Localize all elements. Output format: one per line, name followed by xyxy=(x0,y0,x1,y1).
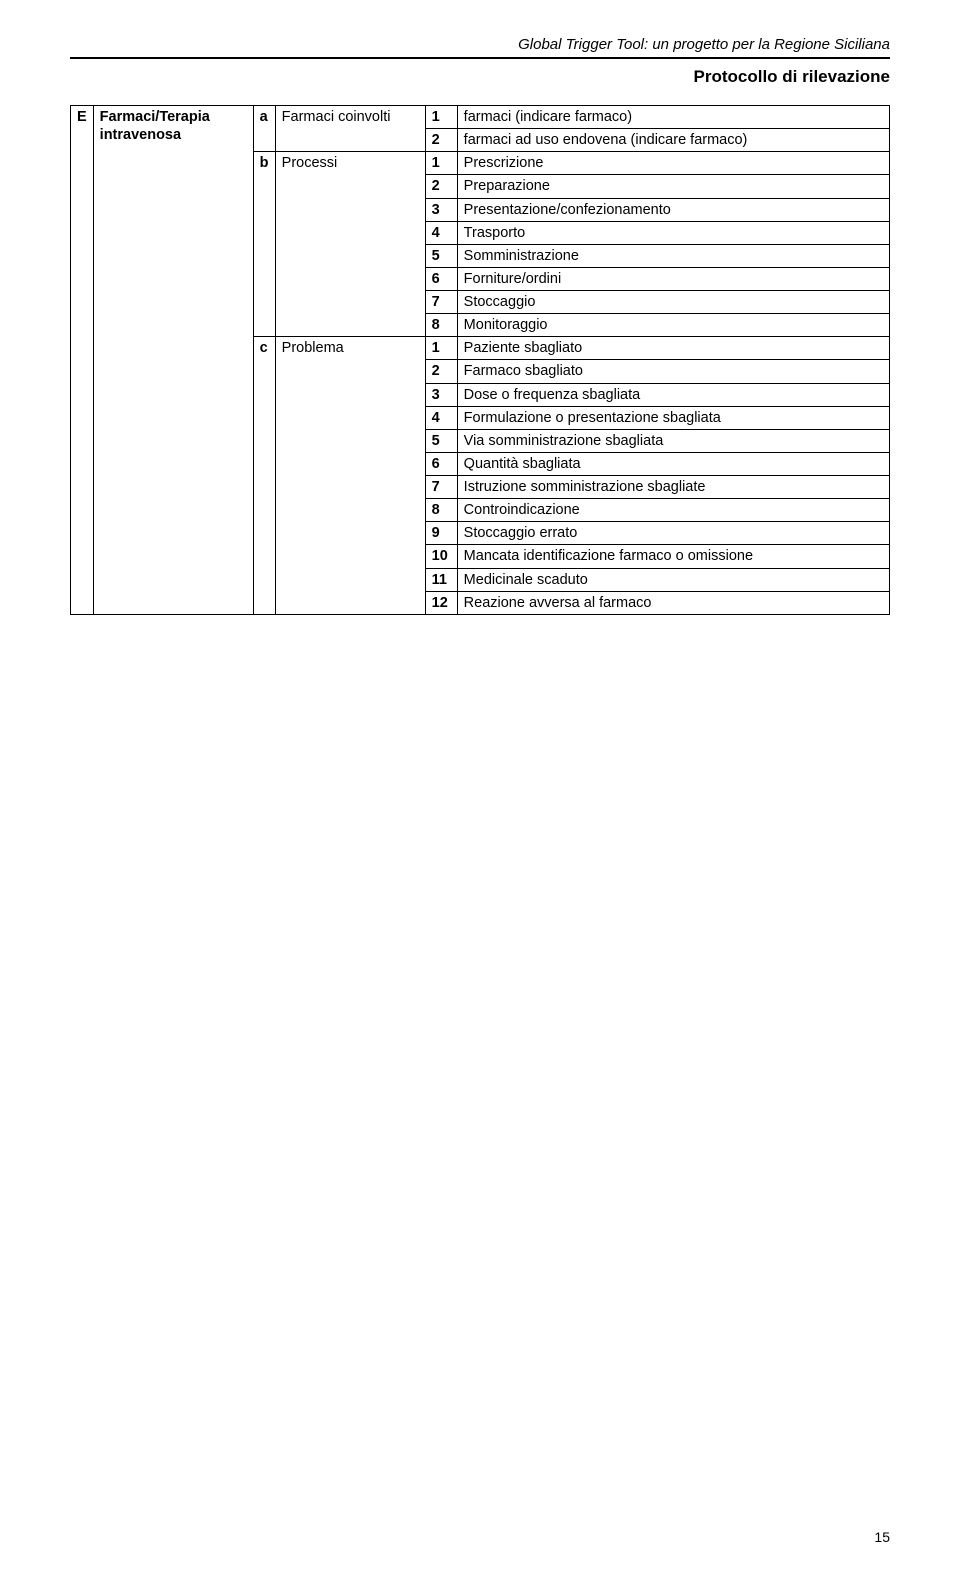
row-value: Formulazione o presentazione sbagliata xyxy=(457,406,889,429)
group-label: Problema xyxy=(275,337,425,615)
group-label: Farmaci coinvolti xyxy=(275,106,425,152)
category-cell: Farmaci/Terapia intravenosa xyxy=(93,106,253,615)
group-label: Processi xyxy=(275,152,425,337)
row-number: 2 xyxy=(425,129,457,152)
row-number: 7 xyxy=(425,476,457,499)
row-value: Via somministrazione sbagliata xyxy=(457,429,889,452)
row-number: 3 xyxy=(425,383,457,406)
group-letter: b xyxy=(253,152,275,337)
row-value: Trasporto xyxy=(457,221,889,244)
row-number: 2 xyxy=(425,360,457,383)
row-number: 1 xyxy=(425,106,457,129)
group-letter: c xyxy=(253,337,275,615)
section-title: Protocollo di rilevazione xyxy=(70,67,890,87)
row-number: 3 xyxy=(425,198,457,221)
row-value: Istruzione somministrazione sbagliate xyxy=(457,476,889,499)
page-number: 15 xyxy=(874,1529,890,1545)
row-value: Quantità sbagliata xyxy=(457,452,889,475)
row-value: Stoccaggio errato xyxy=(457,522,889,545)
row-number: 7 xyxy=(425,291,457,314)
row-number: 12 xyxy=(425,591,457,614)
page: Global Trigger Tool: un progetto per la … xyxy=(0,0,960,1569)
group-letter: a xyxy=(253,106,275,152)
row-value: farmaci (indicare farmaco) xyxy=(457,106,889,129)
doc-title: Global Trigger Tool: un progetto per la … xyxy=(70,36,890,53)
row-value: Medicinale scaduto xyxy=(457,568,889,591)
row-value: Prescrizione xyxy=(457,152,889,175)
row-value: farmaci ad uso endovena (indicare farmac… xyxy=(457,129,889,152)
row-number: 10 xyxy=(425,545,457,568)
col-e: E xyxy=(71,106,94,615)
row-value: Mancata identificazione farmaco o omissi… xyxy=(457,545,889,568)
row-number: 8 xyxy=(425,499,457,522)
header-rule-top xyxy=(70,57,890,59)
row-value: Presentazione/confezionamento xyxy=(457,198,889,221)
row-number: 1 xyxy=(425,152,457,175)
row-number: 9 xyxy=(425,522,457,545)
row-number: 2 xyxy=(425,175,457,198)
row-value: Preparazione xyxy=(457,175,889,198)
row-number: 6 xyxy=(425,267,457,290)
row-value: Dose o frequenza sbagliata xyxy=(457,383,889,406)
row-value: Forniture/ordini xyxy=(457,267,889,290)
row-number: 5 xyxy=(425,429,457,452)
row-number: 4 xyxy=(425,406,457,429)
row-value: Reazione avversa al farmaco xyxy=(457,591,889,614)
row-value: Paziente sbagliato xyxy=(457,337,889,360)
main-table: EFarmaci/Terapia intravenosaaFarmaci coi… xyxy=(70,105,890,615)
row-value: Stoccaggio xyxy=(457,291,889,314)
row-number: 8 xyxy=(425,314,457,337)
row-number: 5 xyxy=(425,244,457,267)
row-value: Monitoraggio xyxy=(457,314,889,337)
row-value: Somministrazione xyxy=(457,244,889,267)
row-number: 4 xyxy=(425,221,457,244)
table-row: EFarmaci/Terapia intravenosaaFarmaci coi… xyxy=(71,106,890,129)
row-number: 11 xyxy=(425,568,457,591)
row-number: 6 xyxy=(425,452,457,475)
row-number: 1 xyxy=(425,337,457,360)
row-value: Farmaco sbagliato xyxy=(457,360,889,383)
row-value: Controindicazione xyxy=(457,499,889,522)
